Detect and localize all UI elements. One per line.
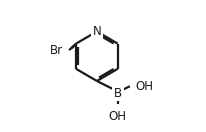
Text: B: B [114, 87, 122, 100]
Text: OH: OH [109, 110, 127, 123]
Text: N: N [92, 25, 101, 38]
Text: OH: OH [135, 80, 153, 93]
Text: Br: Br [50, 44, 63, 57]
